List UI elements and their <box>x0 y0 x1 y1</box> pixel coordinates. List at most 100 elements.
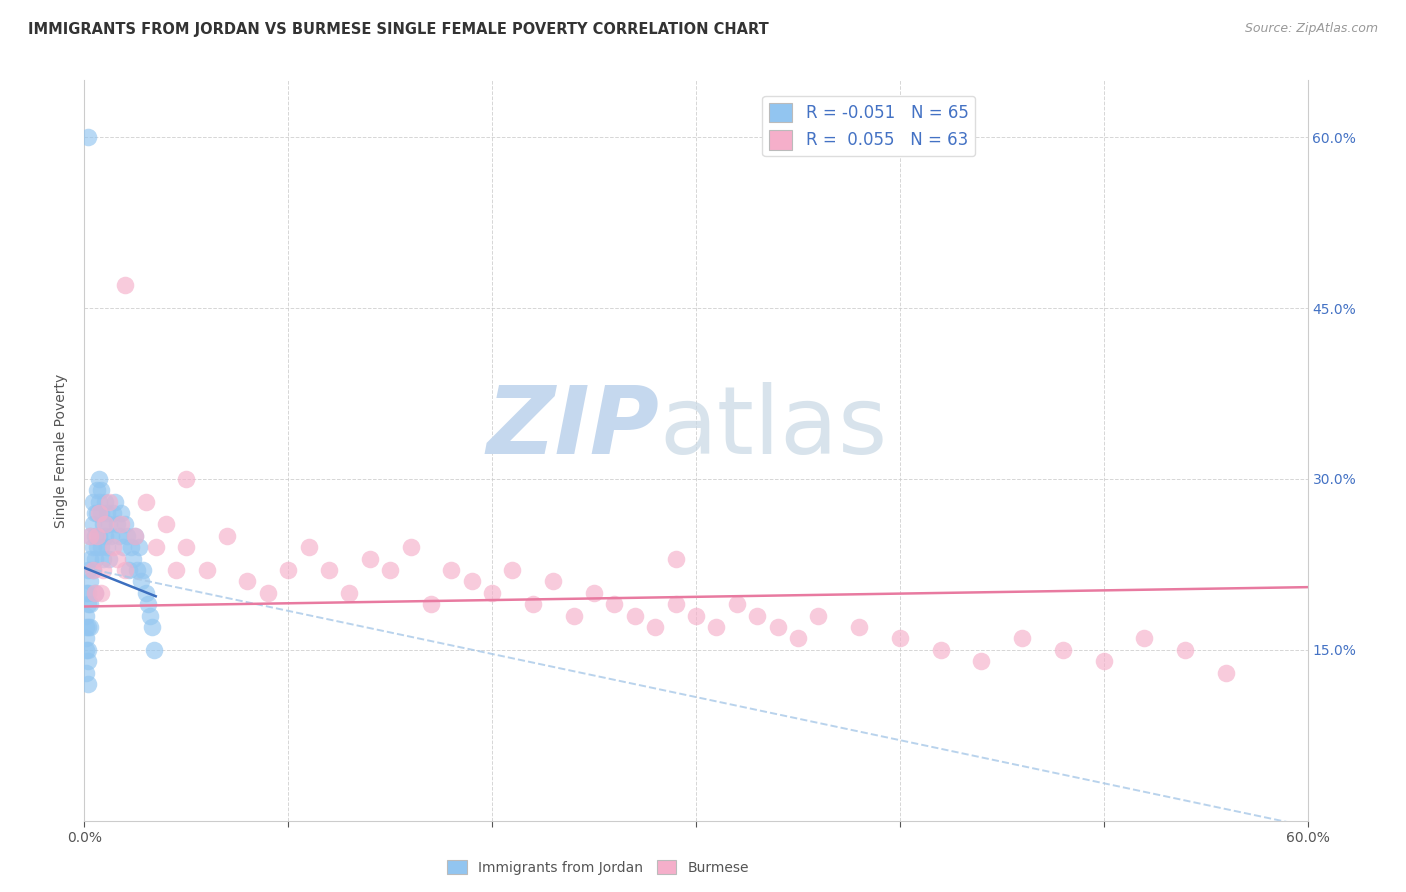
Point <box>502 563 524 577</box>
Text: ZIP: ZIP <box>486 383 659 475</box>
Point <box>644 620 666 634</box>
Point <box>112 541 135 555</box>
Point <box>77 597 100 611</box>
Point <box>101 506 124 520</box>
Point <box>83 586 105 600</box>
Point <box>138 608 160 623</box>
Point <box>1011 632 1033 646</box>
Point <box>807 608 830 623</box>
Point <box>91 551 114 566</box>
Point <box>217 529 239 543</box>
Point <box>766 620 789 634</box>
Point <box>97 517 120 532</box>
Point <box>665 597 688 611</box>
Point <box>543 574 565 589</box>
Point <box>277 563 299 577</box>
Point <box>77 654 100 668</box>
Point <box>93 517 117 532</box>
Point <box>75 608 97 623</box>
Point <box>481 586 503 600</box>
Point <box>82 541 104 555</box>
Point <box>124 529 146 543</box>
Point <box>86 529 108 543</box>
Point <box>685 608 707 623</box>
Point <box>236 574 259 589</box>
Point <box>131 574 153 589</box>
Point <box>77 620 100 634</box>
Point <box>127 563 149 577</box>
Point <box>82 494 104 508</box>
Point <box>420 597 443 611</box>
Point <box>79 620 101 634</box>
Point <box>298 541 321 555</box>
Y-axis label: Single Female Poverty: Single Female Poverty <box>55 374 69 527</box>
Point <box>380 563 402 577</box>
Point <box>318 563 340 577</box>
Point <box>136 597 159 611</box>
Point <box>79 529 101 543</box>
Point <box>96 541 118 555</box>
Point <box>114 517 136 532</box>
Point <box>970 654 993 668</box>
Point <box>93 494 117 508</box>
Point <box>82 563 104 577</box>
Point <box>1052 642 1074 657</box>
Point <box>118 563 141 577</box>
Point <box>105 551 128 566</box>
Text: Source: ZipAtlas.com: Source: ZipAtlas.com <box>1244 22 1378 36</box>
Point <box>399 541 422 555</box>
Point <box>141 620 163 634</box>
Point <box>929 642 952 657</box>
Point <box>124 529 146 543</box>
Point <box>77 642 100 657</box>
Point <box>96 506 118 520</box>
Point <box>110 506 132 520</box>
Text: atlas: atlas <box>659 383 887 475</box>
Point <box>90 506 112 520</box>
Point <box>725 597 748 611</box>
Point <box>105 517 128 532</box>
Point <box>747 608 769 623</box>
Point <box>1174 642 1197 657</box>
Point <box>155 517 177 532</box>
Point <box>195 563 218 577</box>
Point <box>176 472 198 486</box>
Point <box>706 620 728 634</box>
Point <box>82 563 104 577</box>
Point <box>75 586 97 600</box>
Point <box>132 563 155 577</box>
Point <box>87 472 110 486</box>
Point <box>97 551 120 566</box>
Point <box>75 665 97 680</box>
Point <box>101 541 124 555</box>
Point <box>75 632 97 646</box>
Point <box>787 632 810 646</box>
Point <box>75 642 97 657</box>
Point <box>77 130 100 145</box>
Point <box>82 517 104 532</box>
Point <box>440 563 463 577</box>
Point <box>86 506 108 520</box>
Point <box>97 494 120 508</box>
Point <box>135 586 157 600</box>
Point <box>562 608 585 623</box>
Point <box>339 586 361 600</box>
Point <box>86 483 108 498</box>
Point <box>165 563 187 577</box>
Point <box>86 541 108 555</box>
Point <box>93 529 117 543</box>
Point <box>87 529 110 543</box>
Point <box>120 541 142 555</box>
Point <box>142 642 165 657</box>
Point <box>1092 654 1115 668</box>
Point <box>77 563 100 577</box>
Point <box>90 541 112 555</box>
Point <box>1133 632 1156 646</box>
Point <box>77 586 100 600</box>
Point <box>135 494 157 508</box>
Point <box>75 620 97 634</box>
Point <box>461 574 484 589</box>
Point <box>104 494 127 508</box>
Text: IMMIGRANTS FROM JORDAN VS BURMESE SINGLE FEMALE POVERTY CORRELATION CHART: IMMIGRANTS FROM JORDAN VS BURMESE SINGLE… <box>28 22 769 37</box>
Point <box>100 529 122 543</box>
